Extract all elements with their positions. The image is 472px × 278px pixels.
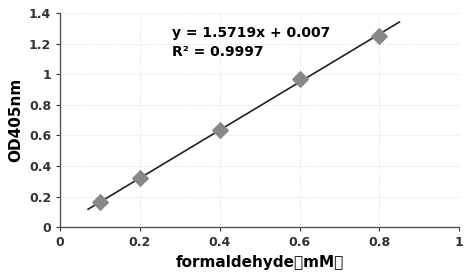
Point bbox=[136, 176, 144, 180]
Point bbox=[376, 33, 383, 38]
Text: y = 1.5719x + 0.007
R² = 0.9997: y = 1.5719x + 0.007 R² = 0.9997 bbox=[172, 26, 330, 59]
X-axis label: formaldehyde（mM）: formaldehyde（mM） bbox=[176, 255, 344, 270]
Point bbox=[96, 200, 104, 204]
Y-axis label: OD405nm: OD405nm bbox=[8, 78, 23, 162]
Point bbox=[296, 77, 303, 81]
Point bbox=[216, 128, 224, 132]
